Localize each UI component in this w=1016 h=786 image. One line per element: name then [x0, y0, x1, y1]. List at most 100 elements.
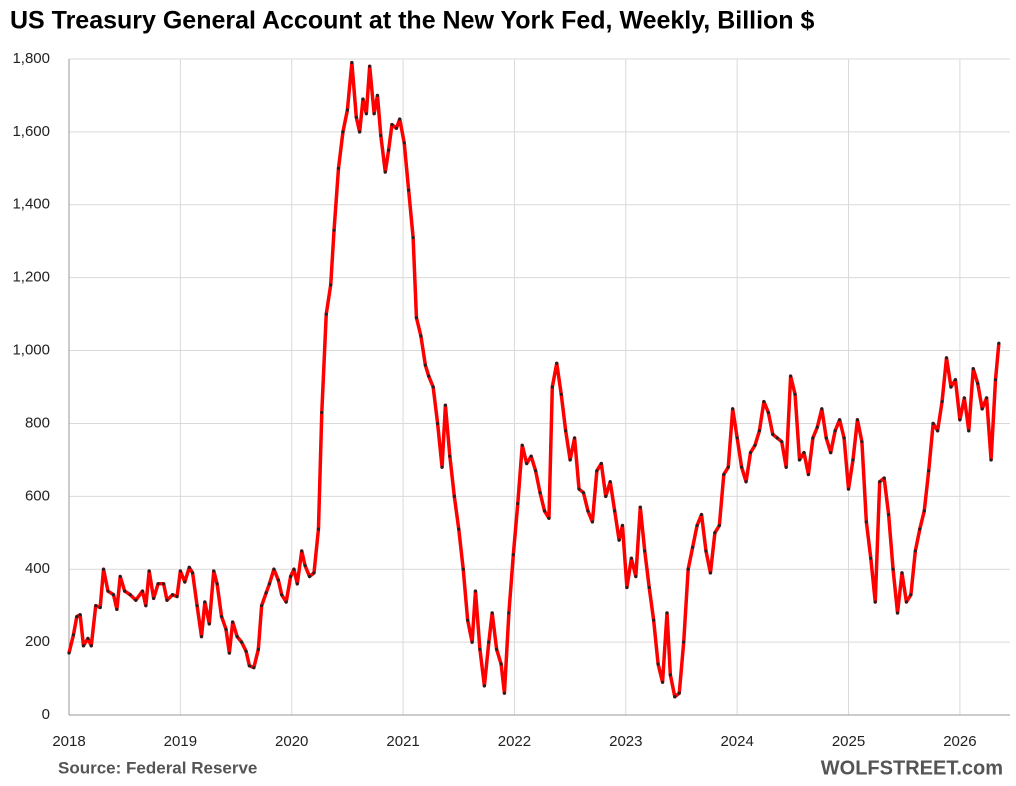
- point: [134, 598, 138, 602]
- point: [307, 574, 312, 579]
- point: [332, 228, 336, 232]
- point: [267, 582, 272, 586]
- point: [247, 664, 252, 668]
- point: [572, 436, 577, 440]
- point: [869, 556, 873, 560]
- point: [499, 662, 503, 666]
- point: [101, 567, 106, 571]
- y-tick-label: 0: [42, 706, 50, 723]
- point: [240, 640, 244, 644]
- point: [909, 593, 913, 597]
- x-tick-label: 2022: [498, 733, 531, 750]
- point: [891, 567, 895, 571]
- point: [71, 633, 76, 637]
- point: [312, 571, 316, 575]
- point: [89, 644, 93, 648]
- point: [383, 170, 387, 174]
- point: [936, 429, 940, 433]
- point: [559, 392, 563, 396]
- y-tick-label: 600: [25, 487, 50, 504]
- point: [581, 491, 586, 495]
- point: [482, 684, 486, 688]
- point: [402, 141, 406, 145]
- point: [811, 436, 815, 440]
- point: [599, 461, 603, 466]
- point: [895, 611, 900, 615]
- point: [882, 476, 886, 480]
- point: [115, 607, 119, 611]
- point: [520, 443, 524, 447]
- point: [735, 436, 739, 440]
- point: [478, 647, 482, 652]
- point: [860, 440, 864, 444]
- point: [547, 516, 551, 520]
- point: [162, 582, 166, 586]
- brand: WOLFSTREET.com: [821, 757, 1003, 779]
- point: [272, 567, 276, 571]
- point: [980, 407, 984, 411]
- point: [753, 443, 757, 447]
- point: [940, 399, 944, 404]
- point: [394, 126, 399, 130]
- point: [440, 465, 444, 469]
- point: [86, 636, 90, 641]
- point: [695, 523, 699, 528]
- point: [75, 615, 79, 619]
- point: [577, 487, 581, 491]
- point: [123, 589, 127, 593]
- point: [292, 567, 296, 571]
- point: [147, 569, 151, 573]
- y-tick-label: 400: [25, 560, 50, 577]
- point: [564, 429, 568, 433]
- y-tick-label: 1,400: [12, 196, 50, 213]
- point: [864, 520, 868, 524]
- point: [295, 582, 299, 586]
- point: [771, 432, 775, 436]
- point: [793, 392, 797, 396]
- point: [264, 591, 268, 595]
- point: [647, 585, 651, 590]
- point: [691, 545, 695, 549]
- point: [390, 123, 394, 127]
- point: [789, 374, 793, 378]
- y-tick-label: 1,800: [12, 50, 50, 67]
- point: [534, 469, 538, 473]
- point: [165, 598, 169, 602]
- point: [507, 611, 511, 615]
- point: [345, 108, 350, 112]
- point: [665, 611, 669, 615]
- point: [931, 421, 935, 426]
- point: [490, 611, 494, 615]
- point: [516, 502, 520, 506]
- point: [717, 523, 721, 528]
- point: [195, 604, 199, 608]
- point: [379, 133, 383, 138]
- point: [128, 593, 132, 597]
- point: [726, 465, 730, 469]
- point: [625, 585, 629, 590]
- point: [806, 472, 811, 477]
- point: [713, 531, 717, 535]
- point: [904, 600, 909, 604]
- point: [824, 436, 828, 440]
- point: [227, 651, 231, 655]
- point: [629, 556, 633, 560]
- point: [762, 399, 766, 404]
- point: [461, 567, 465, 571]
- point: [368, 64, 372, 68]
- point: [993, 378, 998, 382]
- x-tick-label: 2018: [52, 733, 85, 750]
- point: [634, 574, 638, 579]
- point: [67, 651, 71, 655]
- point: [757, 429, 762, 433]
- y-tick-label: 1,600: [12, 123, 50, 140]
- point: [414, 316, 419, 320]
- source: Source: Federal Reserve: [58, 758, 257, 777]
- point: [300, 549, 304, 553]
- line: [67, 60, 1001, 699]
- point: [613, 509, 617, 513]
- point: [280, 593, 284, 597]
- point: [457, 527, 461, 531]
- point: [855, 418, 860, 422]
